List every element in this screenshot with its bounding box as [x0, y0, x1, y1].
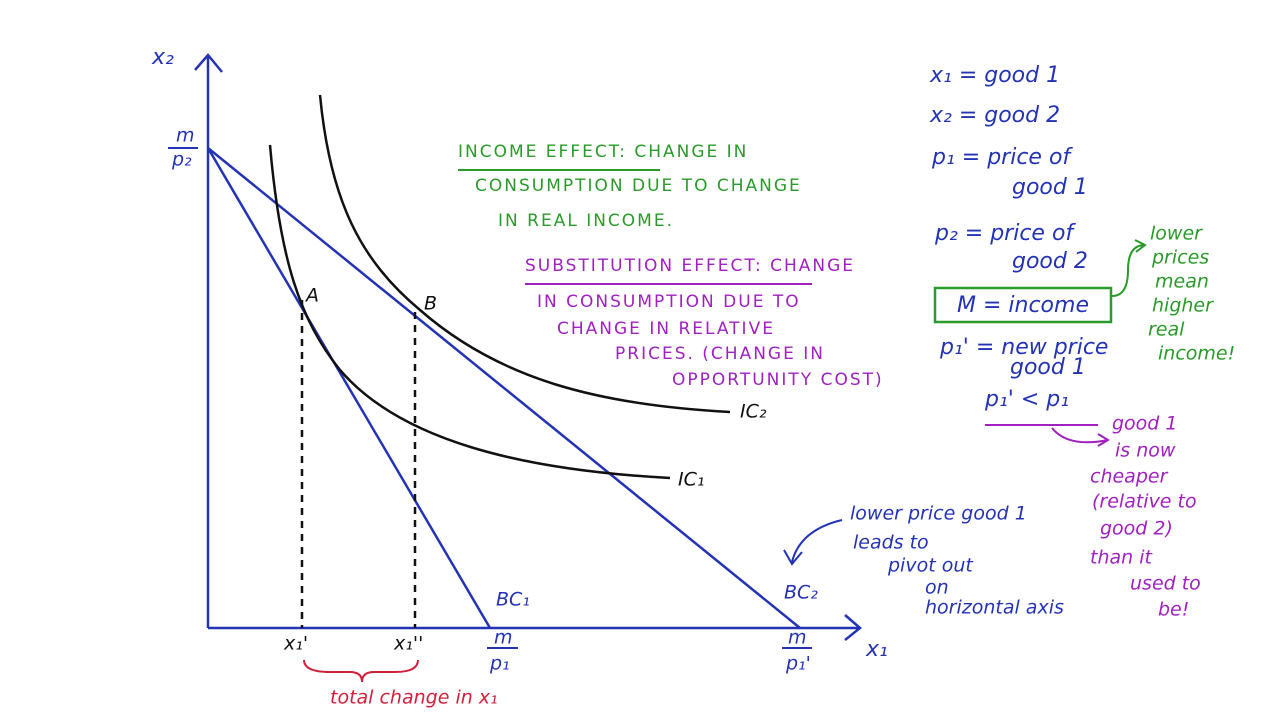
income-box-label: M = income [957, 293, 1089, 318]
dashed-lines [300, 300, 417, 628]
note: PRICES. (CHANGE IN [615, 344, 825, 364]
definition: p₁ = price of [931, 145, 1073, 170]
definition: good 1 [1010, 355, 1086, 380]
definition: good 1 [1012, 175, 1088, 200]
point-label: B [424, 293, 437, 315]
intercept: p₁' [785, 653, 811, 675]
intercept: m [176, 125, 195, 147]
intercept: p₁ [489, 653, 510, 675]
drawing [168, 53, 1147, 683]
definition: x₂ = good 2 [929, 103, 1060, 128]
note: be! [1158, 599, 1189, 621]
curve-label: IC₂ [740, 401, 767, 423]
definition: p₂ = price of [934, 221, 1076, 246]
note: real [1148, 319, 1185, 341]
intercept: m [494, 627, 513, 649]
arrow [1111, 239, 1147, 297]
note: cheaper [1090, 466, 1169, 488]
note: OPPORTUNITY COST) [672, 370, 884, 390]
brace-label: total change in x₁ [330, 687, 498, 709]
definition: x₁ = good 1 [929, 63, 1060, 88]
definition: good 2 [1012, 249, 1088, 274]
x-mark: x₁' [283, 633, 308, 655]
bc1-line [206, 147, 492, 629]
curve-label: BC₂ [784, 582, 818, 604]
note: pivot out [887, 555, 974, 577]
note: IN CONSUMPTION DUE TO [537, 292, 801, 312]
note: than it [1090, 547, 1153, 569]
note: income! [1158, 343, 1235, 365]
point-label: A [304, 285, 319, 307]
definition: p₁' = new price [939, 335, 1108, 360]
note: INCOME EFFECT: CHANGE IN [458, 142, 748, 162]
note: on [925, 577, 949, 599]
intercept: p₂ [171, 149, 192, 171]
note: (relative to [1092, 491, 1197, 513]
axis-label: x₁ [865, 637, 888, 662]
note: good 2) [1100, 518, 1173, 540]
note: higher [1152, 295, 1214, 317]
arrow [783, 519, 843, 566]
brace [303, 659, 419, 683]
note: IN REAL INCOME. [498, 211, 674, 231]
note: CONSUMPTION DUE TO CHANGE [475, 176, 802, 196]
note: mean [1155, 271, 1209, 293]
axis-label: x₂ [151, 45, 174, 70]
definition: p₁' < p₁ [984, 387, 1069, 412]
intercept: m [788, 627, 807, 649]
note: CHANGE IN RELATIVE [557, 319, 775, 339]
ic2-curve [318, 94, 731, 414]
note: lower price good 1 [850, 503, 1027, 525]
note: is now [1115, 440, 1176, 462]
ic1-curve [268, 144, 671, 480]
note: lower [1150, 223, 1203, 245]
note: good 1 [1112, 413, 1178, 435]
note: prices [1151, 247, 1209, 269]
note: used to [1130, 573, 1201, 595]
note: SUBSTITUTION EFFECT: CHANGE [525, 256, 855, 276]
note: horizontal axis [925, 597, 1064, 619]
x-mark: x₁'' [393, 633, 423, 655]
curve-label: BC₁ [496, 589, 530, 611]
curve-label: IC₁ [678, 469, 705, 491]
note: leads to [853, 532, 929, 554]
bc2-line [207, 147, 801, 629]
axes [194, 53, 862, 641]
fraction-bars [168, 147, 812, 649]
arrow [985, 424, 1110, 447]
income-box [933, 286, 1113, 324]
labels: x₂ x₁ m p₂ m p₁ m p₁' A B x₁' x₁'' BC₁ B… [151, 45, 1235, 709]
